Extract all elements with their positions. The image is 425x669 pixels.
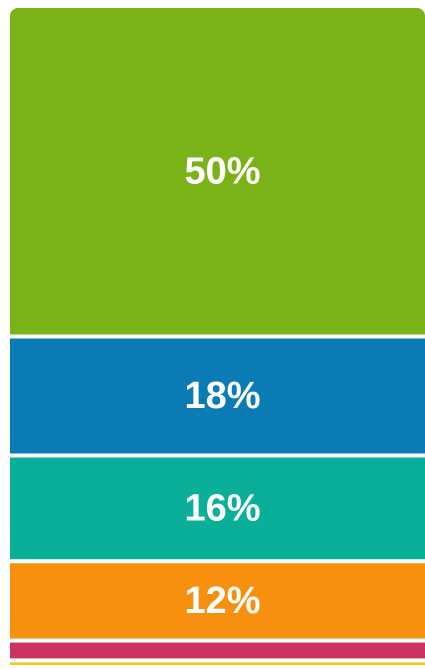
value-label: 16% xyxy=(184,487,260,529)
bar-segment xyxy=(10,642,425,659)
value-label: 50% xyxy=(184,150,260,192)
bar-segment xyxy=(10,563,425,639)
value-label: 12% xyxy=(184,580,260,622)
bar-segment-fill xyxy=(10,18,425,335)
bar-segment xyxy=(10,662,425,665)
value-label: 18% xyxy=(184,375,260,417)
bar-segment xyxy=(10,338,425,454)
bar-segment xyxy=(10,457,425,560)
